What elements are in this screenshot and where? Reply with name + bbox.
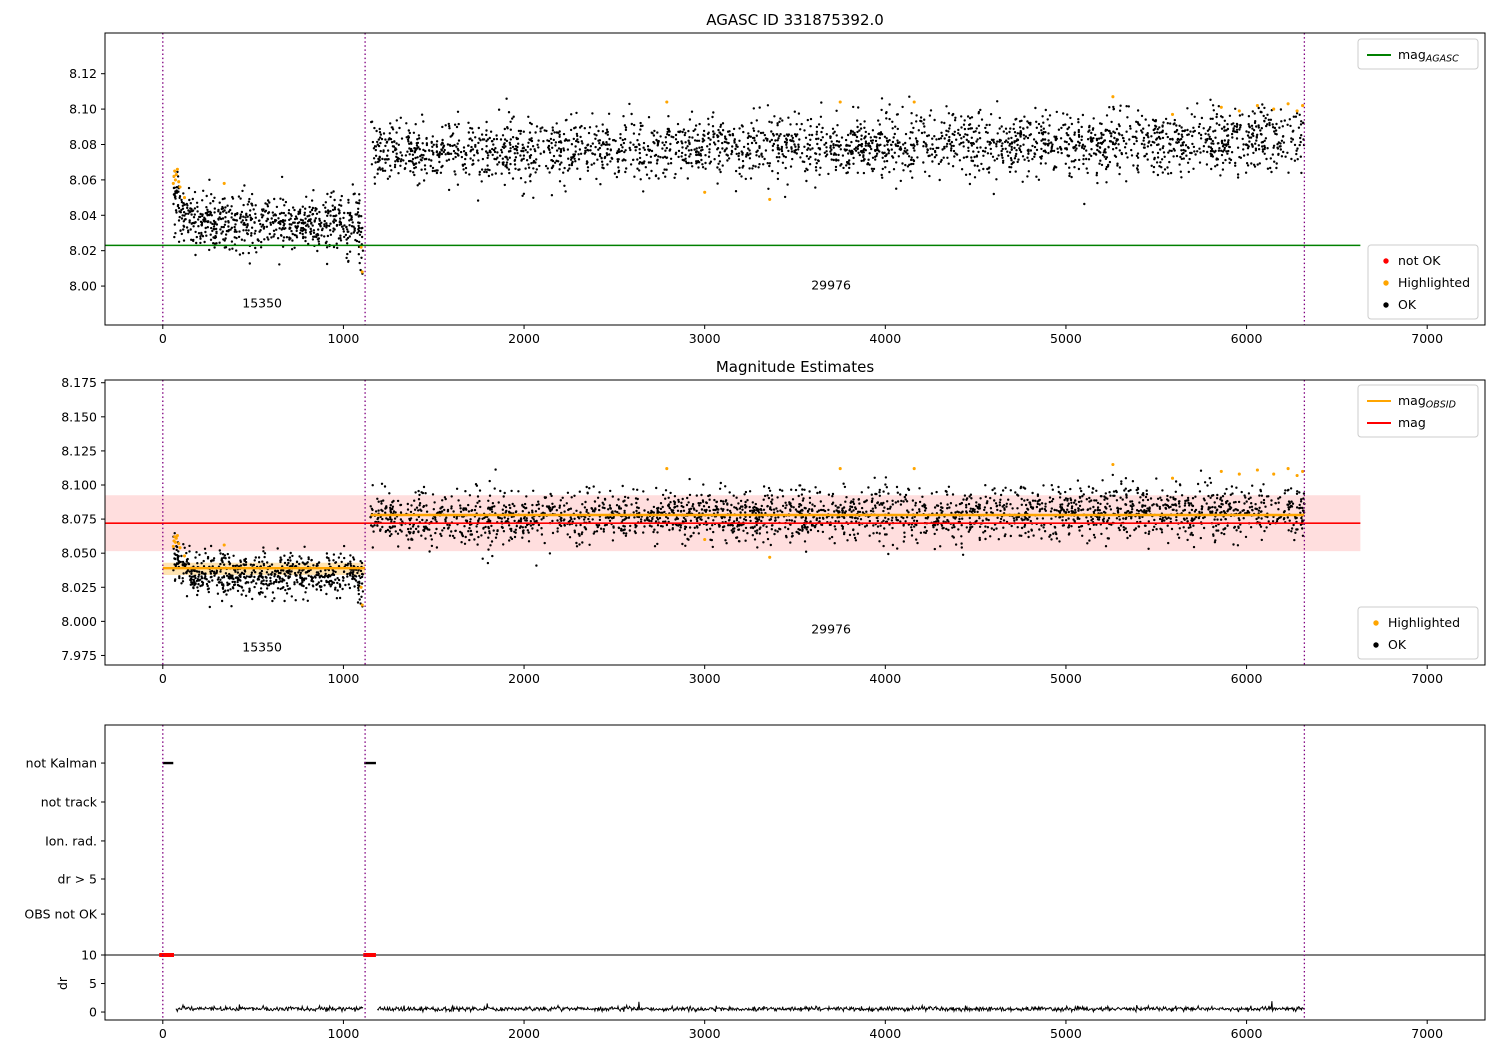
tick-label: 7.975 [61, 648, 97, 663]
scatter-ok [172, 468, 1306, 609]
tick-label: 8.025 [61, 580, 97, 595]
legend: not OK Highlighted OK [1367, 244, 1479, 320]
legend-box [1357, 606, 1479, 660]
tick-label: 6000 [1231, 671, 1263, 686]
tick-label: 5 [89, 976, 97, 991]
tick-label: 5000 [1050, 1026, 1082, 1041]
legend-label: OK [1398, 297, 1417, 312]
category-label: OBS not OK [24, 907, 97, 922]
plot-title-middle: Magnitude Estimates [715, 358, 875, 376]
tick-label: 2000 [508, 671, 540, 686]
tick-label: 6000 [1231, 1026, 1263, 1041]
y-axis-ticks: 7.975 8.000 8.025 8.050 8.075 8.100 8.125 8.150… [61, 375, 105, 663]
legend-dot-sample [1383, 280, 1389, 286]
tick-label: 8.12 [69, 66, 97, 81]
axes-frame [104, 724, 1486, 1021]
tick-label: 6000 [1231, 331, 1263, 346]
legend: Highlighted OK [1357, 606, 1479, 660]
legend: magAGASC [1357, 38, 1479, 70]
category-label: dr > 5 [58, 871, 97, 886]
tick-label: 0 [159, 331, 167, 346]
subplot-mag-estimates: 15350 29976 0 1000 2000 3000 4000 5000 6000 7000 7… [61, 375, 1486, 686]
subplot-mag-agasc: 15350 29976 0 1000 2000 3000 4000 5000 6000 7000 8… [69, 32, 1486, 346]
legend-dot-sample [1383, 302, 1389, 308]
legend-label: mag [1398, 415, 1426, 430]
legend-label: OK [1388, 637, 1407, 652]
x-axis-ticks: 0 1000 2000 3000 4000 5000 6000 7000 [159, 325, 1443, 346]
tick-label: 4000 [869, 671, 901, 686]
category-label: not track [41, 794, 98, 809]
tick-label: 2000 [508, 1026, 540, 1041]
legend-dot-sample [1373, 620, 1379, 626]
tick-label: 4000 [869, 1026, 901, 1041]
legend-box [1357, 38, 1479, 70]
tick-label: 8.175 [61, 375, 97, 390]
tick-label: 3000 [689, 1026, 721, 1041]
legend-label: not OK [1398, 253, 1441, 268]
scatter-highlighted [171, 95, 1305, 274]
tick-label: 10 [81, 948, 97, 963]
tick-label: 4000 [869, 331, 901, 346]
x-axis-ticks: 0 1000 2000 3000 4000 5000 6000 7000 [159, 1020, 1443, 1041]
tick-label: 8.075 [61, 512, 97, 527]
axes-frame [104, 32, 1486, 326]
tick-label: 8.150 [61, 409, 97, 424]
dr-trace [377, 1001, 1305, 1014]
obsid-annotation: 15350 [242, 295, 282, 310]
plot-title-top: AGASC ID 331875392.0 [706, 11, 884, 29]
tick-label: 8.000 [61, 614, 97, 629]
obsid-annotation: 29976 [811, 622, 851, 637]
tick-label: 7000 [1411, 1026, 1443, 1041]
x-axis-ticks: 0 1000 2000 3000 4000 5000 6000 7000 [159, 665, 1443, 686]
legend-dot-sample [1383, 258, 1389, 264]
tick-label: 2000 [508, 331, 540, 346]
tick-label: 1000 [328, 331, 360, 346]
tick-label: 0 [89, 1005, 97, 1020]
obsid-annotation: 15350 [242, 639, 282, 654]
axes-frame [104, 379, 1486, 666]
legend-label: Highlighted [1398, 275, 1470, 290]
tick-label: 7000 [1411, 671, 1443, 686]
tick-label: 8.100 [61, 478, 97, 493]
tick-label: 0 [159, 1026, 167, 1041]
tick-label: 0 [159, 671, 167, 686]
tick-label: 8.050 [61, 546, 97, 561]
legend-label: Highlighted [1388, 615, 1460, 630]
obsid-annotation: 29976 [811, 278, 851, 293]
tick-label: 1000 [328, 1026, 360, 1041]
legend-box [1367, 244, 1479, 320]
tick-label: 8.125 [61, 443, 97, 458]
tick-label: 5000 [1050, 671, 1082, 686]
tick-label: 3000 [689, 331, 721, 346]
dr-axis-label: dr [55, 976, 70, 990]
flag-axis-labels: not Kalman not track Ion. rad. dr > 5 OBS no… [24, 756, 105, 1020]
legend-dot-sample [1373, 642, 1379, 648]
tick-label: 1000 [328, 671, 360, 686]
scatter-ok [172, 95, 1306, 275]
scatter-highlighted [171, 462, 1305, 607]
category-label: not Kalman [26, 756, 97, 771]
tick-label: 8.02 [69, 243, 97, 258]
tick-label: 8.08 [69, 137, 97, 152]
tick-label: 5000 [1050, 331, 1082, 346]
category-label: Ion. rad. [45, 833, 97, 848]
tick-label: 8.06 [69, 172, 97, 187]
tick-label: 8.00 [69, 279, 97, 294]
tick-label: 8.04 [69, 208, 97, 223]
tick-label: 7000 [1411, 331, 1443, 346]
tick-label: 3000 [689, 671, 721, 686]
dr-trace [175, 1003, 364, 1014]
y-axis-ticks: 8.00 8.02 8.04 8.06 8.08 8.10 8.12 [69, 66, 105, 294]
tick-label: 8.10 [69, 102, 97, 117]
